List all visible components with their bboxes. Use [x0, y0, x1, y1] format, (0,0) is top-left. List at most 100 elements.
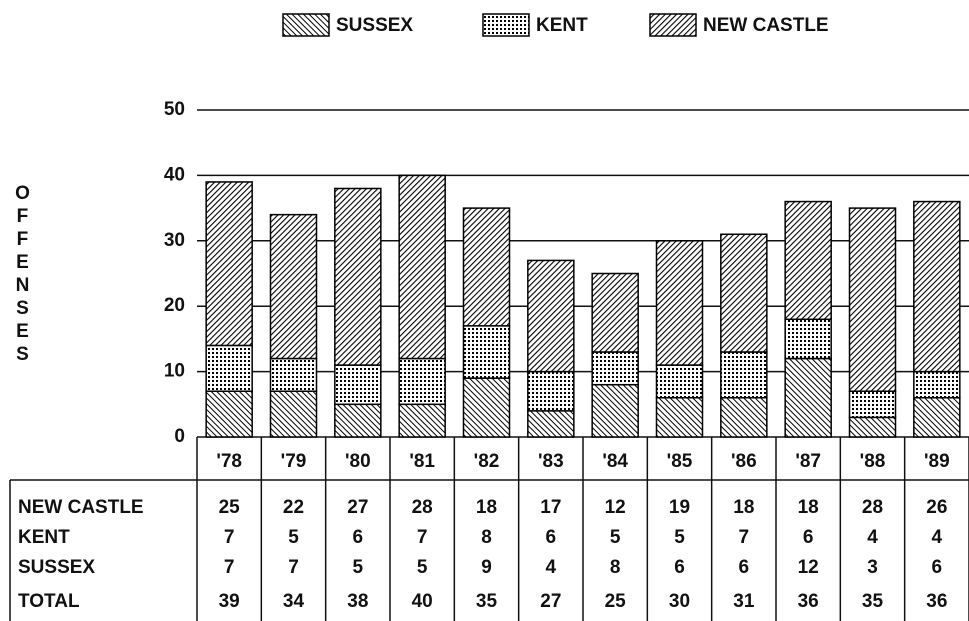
table-value: 27: [347, 497, 368, 518]
bar-segment: [591, 272, 639, 353]
bar-segment: [655, 364, 704, 399]
bar-segment: [269, 357, 318, 392]
row-label: SUSSEX: [18, 557, 95, 578]
table-value: 9: [481, 557, 492, 578]
x-tick-label: '79: [281, 451, 307, 472]
table-value: 38: [347, 591, 368, 612]
table-value: 5: [674, 527, 685, 548]
row-label: TOTAL: [18, 591, 80, 612]
table-value: 6: [546, 527, 557, 548]
table-value: 26: [926, 497, 947, 518]
table-value: 19: [669, 497, 690, 518]
y-tick-label: 10: [164, 361, 185, 382]
table-value: 30: [669, 591, 690, 612]
table-value: 25: [605, 591, 627, 612]
bar-segment: [334, 403, 382, 438]
table-value: 35: [476, 591, 498, 612]
y-tick-label: 50: [164, 99, 185, 120]
y-axis-label: OFFENSES: [12, 183, 33, 367]
table-value: 28: [412, 497, 433, 518]
bar-segment: [398, 403, 446, 438]
x-tick-label: '85: [667, 451, 693, 472]
x-tick-label: '86: [731, 451, 757, 472]
bar-segment: [591, 351, 639, 386]
y-tick-label: 40: [164, 164, 185, 185]
bar-segment: [269, 390, 318, 438]
bar-segment: [784, 200, 832, 321]
table-value: 18: [733, 497, 754, 518]
bar-segment: [591, 383, 639, 438]
legend-swatch: [282, 13, 330, 37]
bar-segment: [913, 200, 961, 373]
table-value: 4: [867, 527, 878, 548]
bar-segment: [527, 259, 575, 373]
x-tick-label: '81: [409, 451, 435, 472]
bar-segment: [334, 187, 382, 366]
table-value: 12: [798, 557, 819, 578]
table-value: 34: [283, 591, 305, 612]
x-tick-label: '82: [474, 451, 500, 472]
bar-segment: [205, 390, 253, 438]
bar-segment: [784, 318, 832, 360]
bar-segment: [462, 207, 511, 327]
bar-segment: [655, 240, 704, 366]
legend-label: NEW CASTLE: [703, 15, 829, 36]
x-tick-label: '78: [216, 451, 242, 472]
table-value: 7: [739, 527, 750, 548]
table-value: 36: [926, 591, 947, 612]
table-value: 7: [288, 557, 299, 578]
bar-segment: [720, 351, 768, 399]
table-value: 28: [862, 497, 883, 518]
table-value: 40: [412, 591, 433, 612]
table-value: 3: [867, 557, 878, 578]
bar-segment: [462, 377, 511, 438]
table-value: 6: [353, 527, 364, 548]
bar-segment: [462, 325, 511, 379]
bar-segment: [913, 370, 961, 399]
legend-swatch: [482, 13, 530, 37]
table-value: 27: [540, 591, 561, 612]
table-value: 5: [417, 557, 428, 578]
x-tick-label: '87: [795, 451, 821, 472]
bar-segment: [205, 344, 253, 392]
table-value: 18: [798, 497, 819, 518]
table-value: 39: [219, 591, 240, 612]
bar-segment: [398, 174, 446, 360]
y-tick-label: 30: [164, 230, 185, 251]
bar-segment: [398, 357, 446, 406]
bar-segment: [205, 181, 253, 347]
row-label: NEW CASTLE: [18, 497, 144, 518]
table-value: 5: [288, 527, 299, 548]
bar-segment: [848, 416, 897, 438]
x-tick-label: '89: [924, 451, 950, 472]
x-tick-label: '80: [345, 451, 371, 472]
table-value: 4: [932, 527, 943, 548]
table-value: 5: [610, 527, 621, 548]
bar-segment: [913, 397, 961, 438]
table-value: 4: [546, 557, 557, 578]
x-tick-label: '83: [538, 451, 564, 472]
legend-label: KENT: [536, 15, 588, 36]
table-value: 7: [224, 557, 235, 578]
bar-segment: [655, 397, 704, 438]
y-tick-label: 0: [174, 426, 185, 447]
table-value: 8: [610, 557, 621, 578]
bar-segment: [269, 213, 318, 360]
table-value: 22: [283, 497, 304, 518]
table-value: 35: [862, 591, 884, 612]
y-tick-label: 20: [164, 295, 185, 316]
bar-segment: [527, 410, 575, 438]
bar-segment: [784, 357, 832, 438]
legend-swatch: [649, 13, 697, 37]
table-value: 7: [417, 527, 428, 548]
bar-segment: [720, 233, 768, 353]
bar-segment: [848, 390, 897, 419]
bar-segment: [720, 397, 768, 438]
table-value: 6: [739, 557, 750, 578]
table-value: 12: [605, 497, 626, 518]
table-value: 6: [932, 557, 943, 578]
bar-segment: [334, 364, 382, 406]
table-value: 18: [476, 497, 497, 518]
bar-segment: [527, 370, 575, 412]
